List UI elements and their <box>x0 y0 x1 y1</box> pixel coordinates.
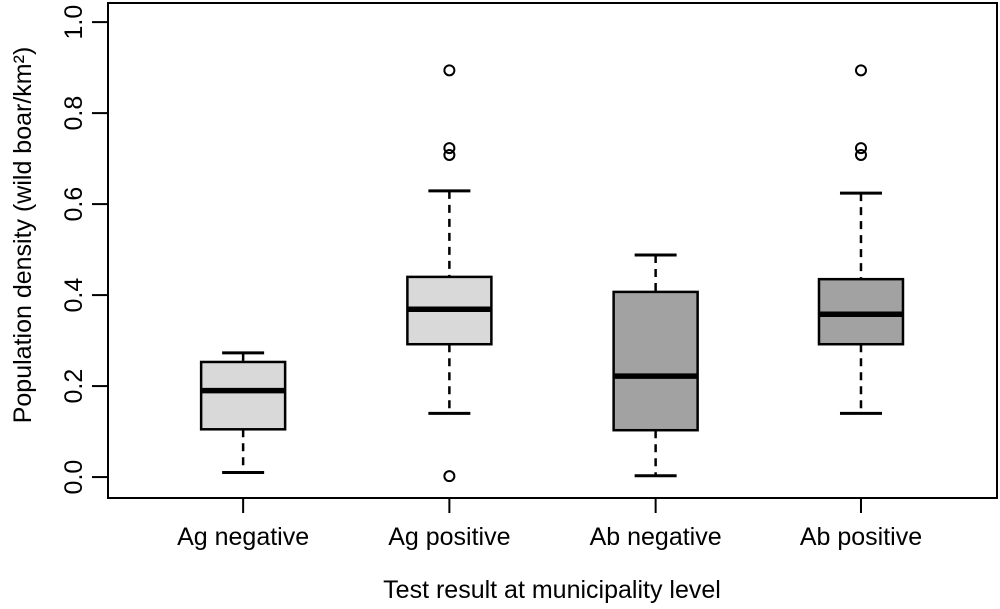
outlier-point-ab-positive <box>854 142 867 155</box>
y-tick-label: 0.4 <box>60 278 88 313</box>
outlier-point-ab-positive <box>854 64 867 77</box>
y-tick-label: 0.6 <box>60 187 88 222</box>
outlier-point-ag-positive <box>443 148 456 161</box>
plot-layer: 0.0 0.2 0.4 0.6 0.8 1.0 Ag negative Ag positive… <box>60 2 998 551</box>
y-tick-label: 1.0 <box>60 5 88 40</box>
y-tick-label: 0.8 <box>60 96 88 131</box>
x-tick-label-ag-negative: Ag negative <box>177 523 309 551</box>
outlier-point-ab-positive <box>854 148 867 161</box>
outlier-point-ag-positive <box>443 470 456 483</box>
x-tick-label-ab-negative: Ab negative <box>590 523 722 551</box>
box-ag-negative <box>199 360 287 431</box>
y-axis-title: Population density (wild boar/km²) <box>9 47 37 424</box>
y-tick-label: 0.0 <box>60 460 88 495</box>
y-tick-label: 0.2 <box>60 369 88 404</box>
plot-border <box>107 2 998 499</box>
x-tick-label-ab-positive: Ab positive <box>800 523 922 551</box>
x-axis-title: Test result at municipality level <box>383 576 721 604</box>
outlier-point-ag-positive <box>443 64 456 77</box>
box-ab-negative <box>612 290 699 432</box>
x-tick-label-ag-positive: Ag positive <box>388 523 510 551</box>
outlier-point-ag-positive <box>443 142 456 155</box>
